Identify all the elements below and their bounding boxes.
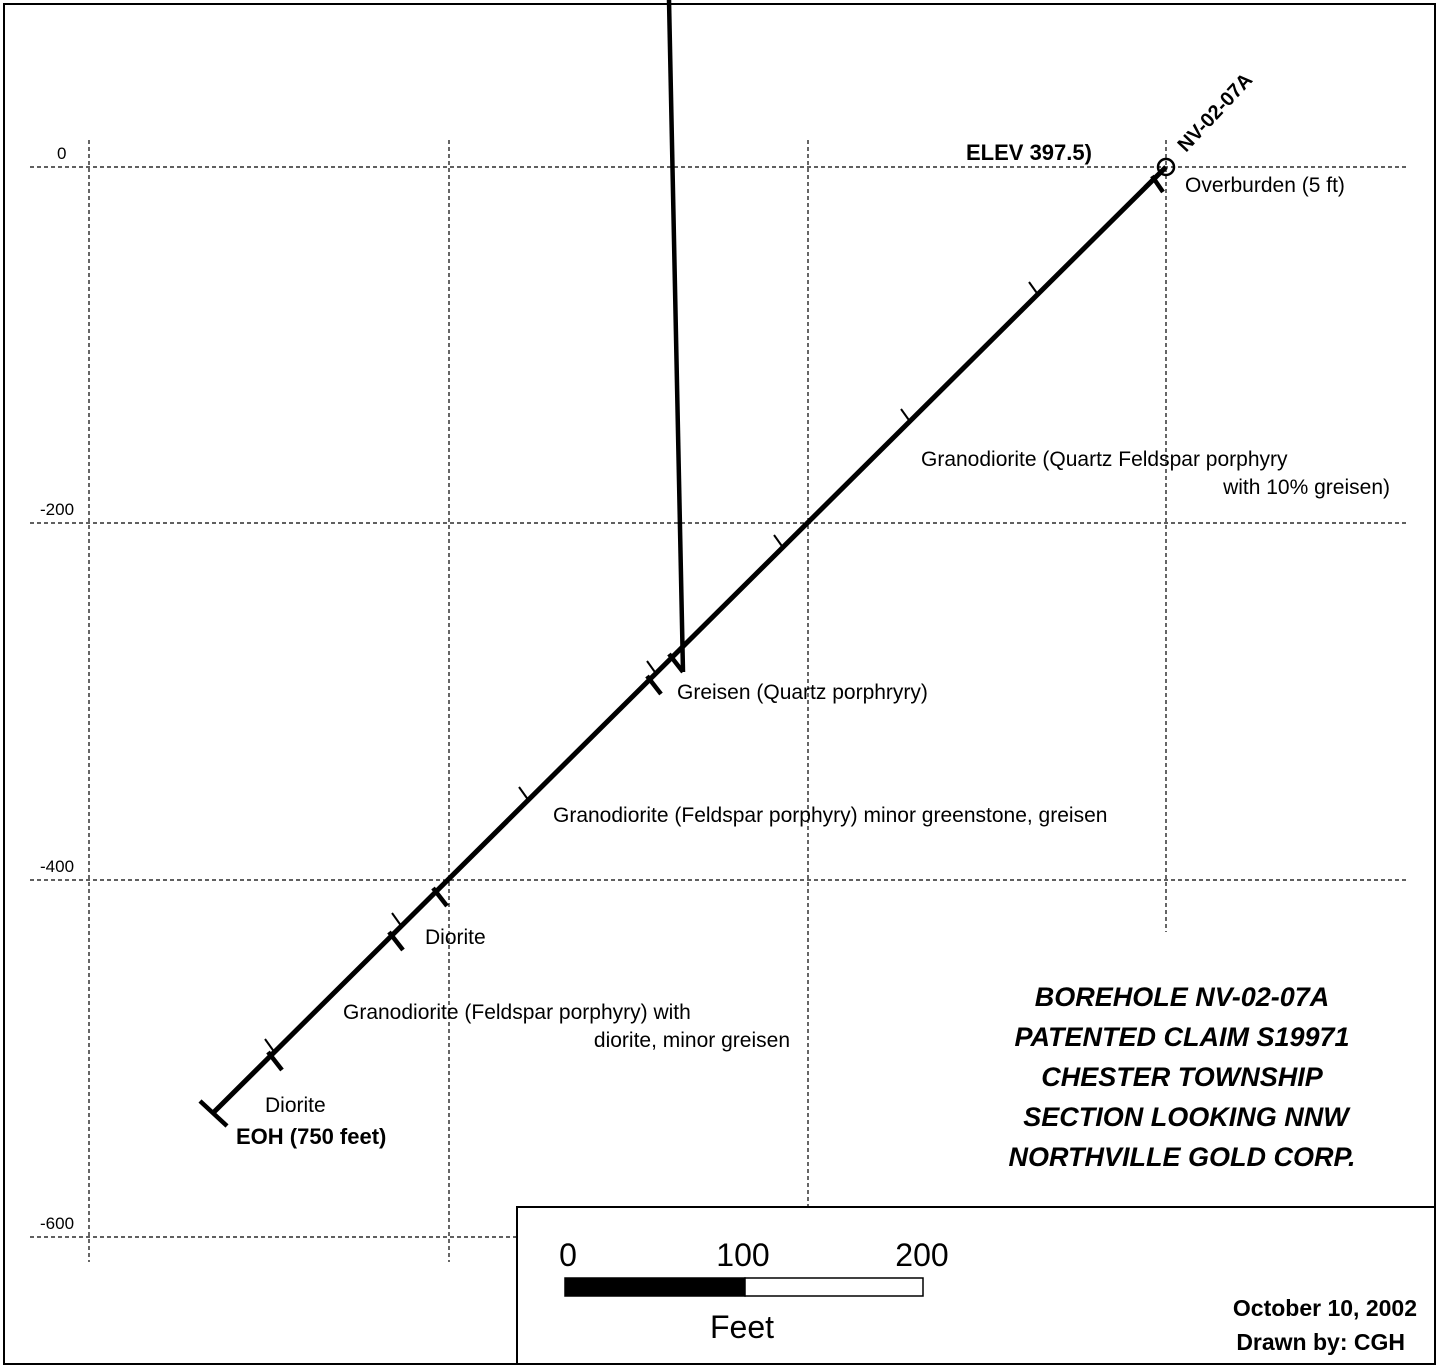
collar-circle — [1156, 157, 1176, 177]
depth-tick — [900, 408, 912, 424]
contact-tick-greisen-base — [645, 674, 663, 696]
scale-units-label: Feet — [710, 1309, 774, 1345]
depth-ticks — [264, 281, 1040, 1054]
depth-tick — [646, 660, 658, 676]
scale-label: 0 — [559, 1237, 577, 1273]
unit-label-granodiorite-diorite-line2: diorite, minor greisen — [594, 1029, 790, 1052]
unit-label-greisen: Greisen (Quartz porphryry) — [677, 681, 928, 704]
unit-label-granodiorite-fp: Granodiorite (Feldspar porphyry) minor g… — [553, 804, 1107, 827]
unit-label-granodiorite-qfp-line2: with 10% greisen) — [1222, 476, 1390, 499]
horizontal-gridlines — [30, 166, 1408, 1238]
title-line: NORTHVILLE GOLD CORP. — [1008, 1142, 1355, 1172]
collar-elevation-label: ELEV 397.5) — [966, 140, 1092, 165]
unit-label-granodiorite-diorite: Granodiorite (Feldspar porphyry) with — [343, 1001, 691, 1024]
depth-tick — [1028, 281, 1040, 297]
y-axis-labels: 0 -200 -400 -600 — [40, 144, 74, 1233]
scale-bar-empty-segment — [744, 1277, 924, 1297]
end-of-hole-label: EOH (750 feet) — [236, 1124, 386, 1149]
scale-label: 200 — [895, 1237, 948, 1273]
depth-tick — [518, 786, 530, 802]
y-tick-label: -200 — [40, 500, 74, 519]
title-line: PATENTED CLAIM S19971 — [1014, 1022, 1349, 1052]
scale-label: 100 — [716, 1237, 769, 1273]
scale-bar-filled-segment — [564, 1277, 746, 1297]
contact-tick-diorite-top — [431, 886, 449, 908]
unit-label-lower-diorite: Diorite — [265, 1094, 326, 1117]
unit-label-overburden: Overburden (5 ft) — [1185, 174, 1345, 197]
contact-tick-overburden — [1150, 174, 1165, 194]
contact-tick-diorite-base — [387, 930, 405, 952]
contact-tick-lower-diorite — [266, 1050, 284, 1072]
borehole-trace — [212, 165, 1168, 1114]
eoh-tick — [198, 1099, 229, 1128]
title-line: CHESTER TOWNSHIP — [1041, 1062, 1324, 1092]
depth-tick — [773, 534, 785, 550]
y-tick-label: -400 — [40, 857, 74, 876]
vertical-gridlines — [88, 140, 1167, 1262]
contact-tick-greisen-top — [666, 0, 686, 673]
drawn-by-label: Drawn by: CGH — [1236, 1329, 1405, 1355]
contact-ticks — [198, 0, 1165, 1128]
outer-border — [3, 3, 1436, 1365]
scale-bar: 0 100 200 Feet — [559, 1237, 949, 1345]
title-line: BOREHOLE NV-02-07A — [1035, 982, 1330, 1012]
contact-tick-greisen-top — [667, 652, 685, 674]
date-label: October 10, 2002 — [1233, 1295, 1417, 1321]
unit-label-granodiorite-qfp: Granodiorite (Quartz Feldspar porphyry — [921, 448, 1288, 471]
y-tick-label: 0 — [57, 144, 66, 163]
unit-label-diorite: Diorite — [425, 926, 486, 949]
depth-tick — [264, 1038, 276, 1054]
y-tick-label: -600 — [40, 1214, 74, 1233]
title-block: BOREHOLE NV-02-07A PATENTED CLAIM S19971… — [1008, 982, 1355, 1172]
title-line: SECTION LOOKING NNW — [1023, 1102, 1351, 1132]
depth-tick — [391, 912, 403, 928]
